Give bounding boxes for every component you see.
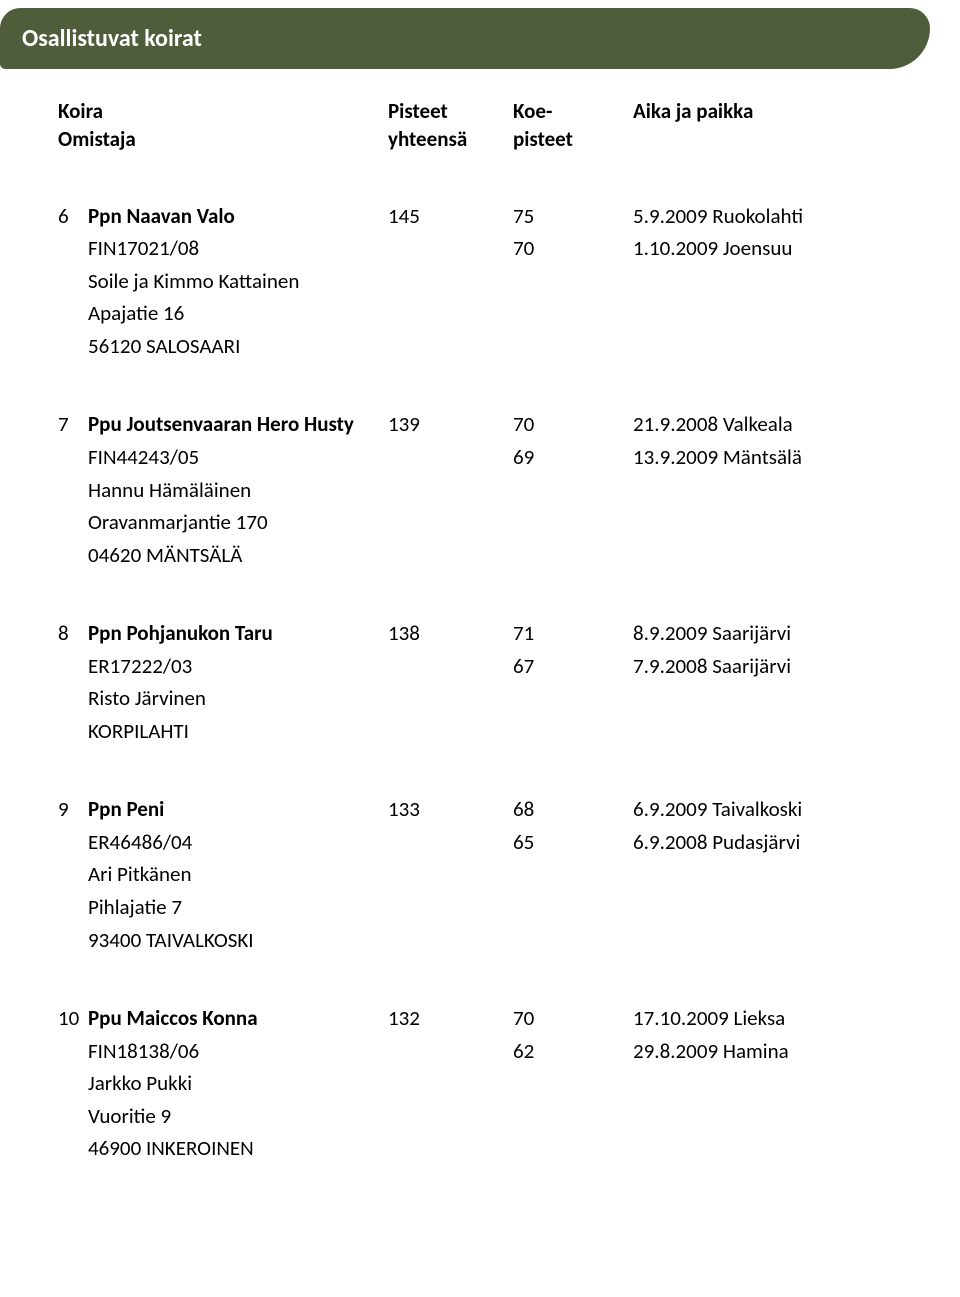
- koe-points-1: 70: [513, 408, 633, 441]
- event-2: 1.10.2009 Joensuu: [633, 232, 900, 265]
- reg-number: ER17222/03: [88, 650, 388, 683]
- event-col: 8.9.2009 Saarijärvi7.9.2008 Saarijärvi: [633, 617, 900, 747]
- entry-left: Ppn PeniER46486/04Ari PitkänenPihlajatie…: [88, 793, 388, 956]
- entry-left: Ppu Joutsenvaaran Hero HustyFIN44243/05H…: [88, 408, 388, 571]
- content-area: Koira Omistaja Pisteet yhteensä Koe- pis…: [0, 97, 900, 1165]
- koe-col: 7069: [513, 408, 633, 571]
- koe-points-1: 71: [513, 617, 633, 650]
- reg-number: FIN17021/08: [88, 232, 388, 265]
- dog-name: Ppn Pohjanukon Taru: [88, 617, 388, 650]
- entry-number: 9: [58, 793, 88, 956]
- total-points: 133: [388, 793, 513, 826]
- entry-row: 9Ppn PeniER46486/04Ari PitkänenPihlajati…: [58, 793, 900, 956]
- koe-col: 7570: [513, 200, 633, 363]
- event-1: 8.9.2009 Saarijärvi: [633, 617, 900, 650]
- event-col: 6.9.2009 Taivalkoski6.9.2008 Pudasjärvi: [633, 793, 900, 956]
- entry-row: 7Ppu Joutsenvaaran Hero HustyFIN44243/05…: [58, 408, 900, 571]
- address-line-1: KORPILAHTI: [88, 715, 388, 748]
- entry-number: 10: [58, 1002, 88, 1165]
- entry-row: 6Ppn Naavan ValoFIN17021/08Soile ja Kimm…: [58, 200, 900, 363]
- entry-left: Ppn Naavan ValoFIN17021/08Soile ja Kimmo…: [88, 200, 388, 363]
- address-line-2: 56120 SALOSAARI: [88, 330, 388, 363]
- col-omistaja: Omistaja: [58, 125, 388, 153]
- koe-col: 7167: [513, 617, 633, 747]
- koe-col: 6865: [513, 793, 633, 956]
- event-1: 21.9.2008 Valkeala: [633, 408, 900, 441]
- koe-points-2: 65: [513, 826, 633, 859]
- event-1: 5.9.2009 Ruokolahti: [633, 200, 900, 233]
- column-headers: Koira Omistaja Pisteet yhteensä Koe- pis…: [58, 97, 900, 154]
- entry-number: 6: [58, 200, 88, 363]
- koe-points-1: 75: [513, 200, 633, 233]
- total-col: 139: [388, 408, 513, 571]
- owner-name: Soile ja Kimmo Kattainen: [88, 265, 388, 298]
- event-col: 5.9.2009 Ruokolahti1.10.2009 Joensuu: [633, 200, 900, 363]
- col-koira: Koira: [58, 97, 388, 125]
- total-col: 132: [388, 1002, 513, 1165]
- col-pisteet-2: yhteensä: [388, 125, 513, 153]
- event-1: 17.10.2009 Lieksa: [633, 1002, 900, 1035]
- koe-points-2: 67: [513, 650, 633, 683]
- event-2: 6.9.2008 Pudasjärvi: [633, 826, 900, 859]
- dog-name: Ppu Joutsenvaaran Hero Husty: [88, 408, 388, 441]
- owner-name: Risto Järvinen: [88, 682, 388, 715]
- dog-name: Ppn Peni: [88, 793, 388, 826]
- event-2: 29.8.2009 Hamina: [633, 1035, 900, 1068]
- koe-points-1: 68: [513, 793, 633, 826]
- owner-name: Jarkko Pukki: [88, 1067, 388, 1100]
- event-2: 7.9.2008 Saarijärvi: [633, 650, 900, 683]
- reg-number: FIN18138/06: [88, 1035, 388, 1068]
- dog-name: Ppu Maiccos Konna: [88, 1002, 388, 1035]
- entry-left: Ppu Maiccos KonnaFIN18138/06Jarkko Pukki…: [88, 1002, 388, 1165]
- total-col: 145: [388, 200, 513, 363]
- col-koe-2: pisteet: [513, 125, 633, 153]
- entry-row: 10Ppu Maiccos KonnaFIN18138/06Jarkko Puk…: [58, 1002, 900, 1165]
- koe-points-2: 69: [513, 441, 633, 474]
- owner-name: Ari Pitkänen: [88, 858, 388, 891]
- address-line-1: Pihlajatie 7: [88, 891, 388, 924]
- entry-left: Ppn Pohjanukon TaruER17222/03Risto Järvi…: [88, 617, 388, 747]
- owner-name: Hannu Hämäläinen: [88, 474, 388, 507]
- total-points: 132: [388, 1002, 513, 1035]
- address-line-1: Apajatie 16: [88, 297, 388, 330]
- event-col: 17.10.2009 Lieksa29.8.2009 Hamina: [633, 1002, 900, 1165]
- address-line-1: Vuoritie 9: [88, 1100, 388, 1133]
- event-1: 6.9.2009 Taivalkoski: [633, 793, 900, 826]
- event-2: 13.9.2009 Mäntsälä: [633, 441, 900, 474]
- entry-number: 8: [58, 617, 88, 747]
- reg-number: ER46486/04: [88, 826, 388, 859]
- total-points: 139: [388, 408, 513, 441]
- address-line-1: Oravanmarjantie 170: [88, 506, 388, 539]
- col-aika: Aika ja paikka: [633, 97, 900, 125]
- address-line-2: 04620 MÄNTSÄLÄ: [88, 539, 388, 572]
- reg-number: FIN44243/05: [88, 441, 388, 474]
- col-koe-1: Koe-: [513, 97, 633, 125]
- koe-points-1: 70: [513, 1002, 633, 1035]
- section-title: Osallistuvat koirat: [22, 24, 202, 53]
- total-col: 133: [388, 793, 513, 956]
- entry-number: 7: [58, 408, 88, 571]
- section-header: Osallistuvat koirat: [0, 8, 930, 69]
- koe-col: 7062: [513, 1002, 633, 1165]
- koe-points-2: 62: [513, 1035, 633, 1068]
- total-col: 138: [388, 617, 513, 747]
- entry-row: 8Ppn Pohjanukon TaruER17222/03Risto Järv…: [58, 617, 900, 747]
- total-points: 138: [388, 617, 513, 650]
- address-line-2: 46900 INKEROINEN: [88, 1132, 388, 1165]
- dog-name: Ppn Naavan Valo: [88, 200, 388, 233]
- event-col: 21.9.2008 Valkeala13.9.2009 Mäntsälä: [633, 408, 900, 571]
- col-pisteet-1: Pisteet: [388, 97, 513, 125]
- koe-points-2: 70: [513, 232, 633, 265]
- total-points: 145: [388, 200, 513, 233]
- address-line-2: 93400 TAIVALKOSKI: [88, 924, 388, 957]
